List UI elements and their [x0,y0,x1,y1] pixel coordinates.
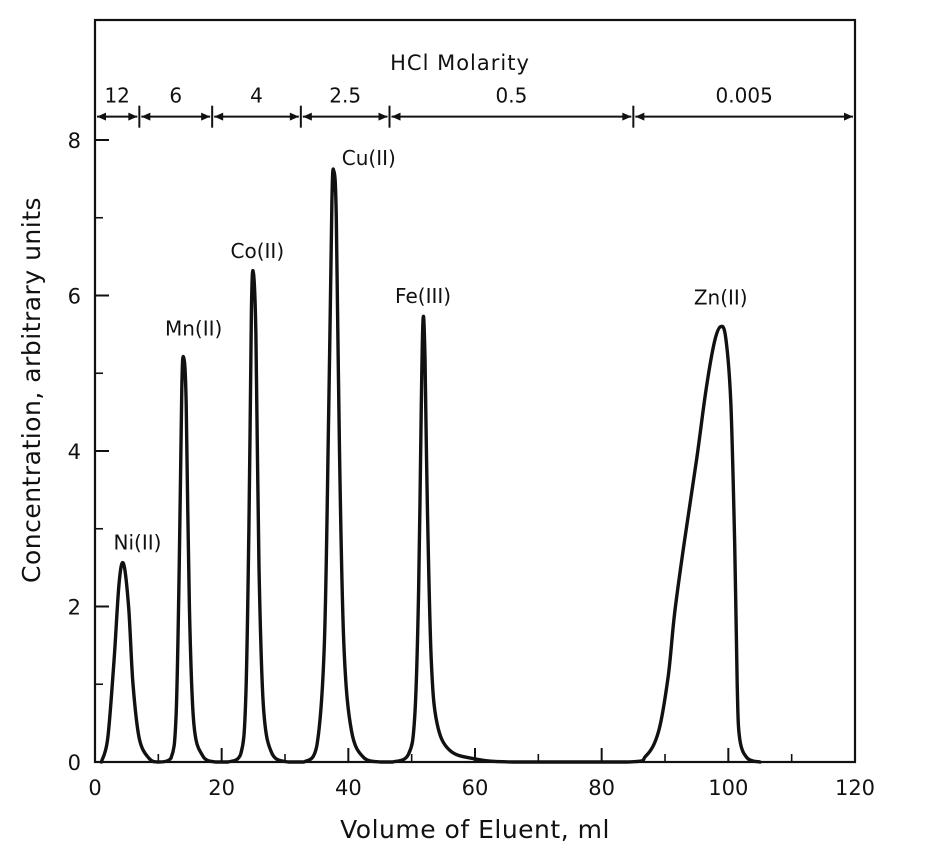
x-tick-label: 80 [588,776,615,800]
band-arrow-left [214,112,224,121]
band-arrow-right [378,112,388,121]
band-arrow-right [622,112,632,121]
band-title: HCl Molarity [390,51,530,75]
peak-labels: Ni(II) Mn(II) Co(II) Cu(II) Fe(III) Zn(II) [114,146,748,555]
hcl-molarity-bands: 12 6 4 2.5 0.5 0.005 [97,84,853,128]
band-arrow-right [289,112,299,121]
band-label: 2.5 [329,84,361,108]
x-tick-label: 100 [708,776,748,800]
x-tick-label: 60 [462,776,489,800]
band-arrow-left [302,112,312,121]
band-arrow-left [391,112,401,121]
band-label: 4 [250,84,263,108]
y-tick-label: 6 [68,285,81,309]
band-arrow-right [128,112,138,121]
band-arrow-right [201,112,211,121]
peak-label: Zn(II) [694,286,748,310]
y-tick-label: 8 [68,129,81,153]
x-axis-title: Volume of Eluent, ml [340,815,610,844]
band-arrow-left [635,112,645,121]
peak-label: Cu(II) [342,146,396,170]
peak-label: Mn(II) [165,317,222,341]
band-arrow-right [844,112,853,121]
band-arrow-left [97,112,106,121]
band-label: 0.5 [496,84,528,108]
tick-marks: 0 20 40 60 80 100 120 0 2 4 6 8 [68,129,875,800]
peak-label: Ni(II) [114,531,162,555]
y-tick-label: 0 [68,751,81,775]
x-tick-label: 20 [208,776,235,800]
band-label: 12 [104,84,129,108]
series-line [99,167,762,764]
band-label: 6 [169,84,182,108]
x-tick-label: 120 [835,776,875,800]
band-label: 0.005 [716,84,773,108]
y-tick-label: 2 [68,596,81,620]
x-tick-label: 0 [88,776,101,800]
band-arrow-left [141,112,151,121]
x-tick-label: 40 [335,776,362,800]
y-axis-title: Concentration, arbitrary units [17,197,46,583]
peak-label: Fe(III) [395,284,451,308]
y-tick-label: 4 [68,440,81,464]
plot-frame [93,18,857,764]
peak-label: Co(II) [231,239,285,263]
